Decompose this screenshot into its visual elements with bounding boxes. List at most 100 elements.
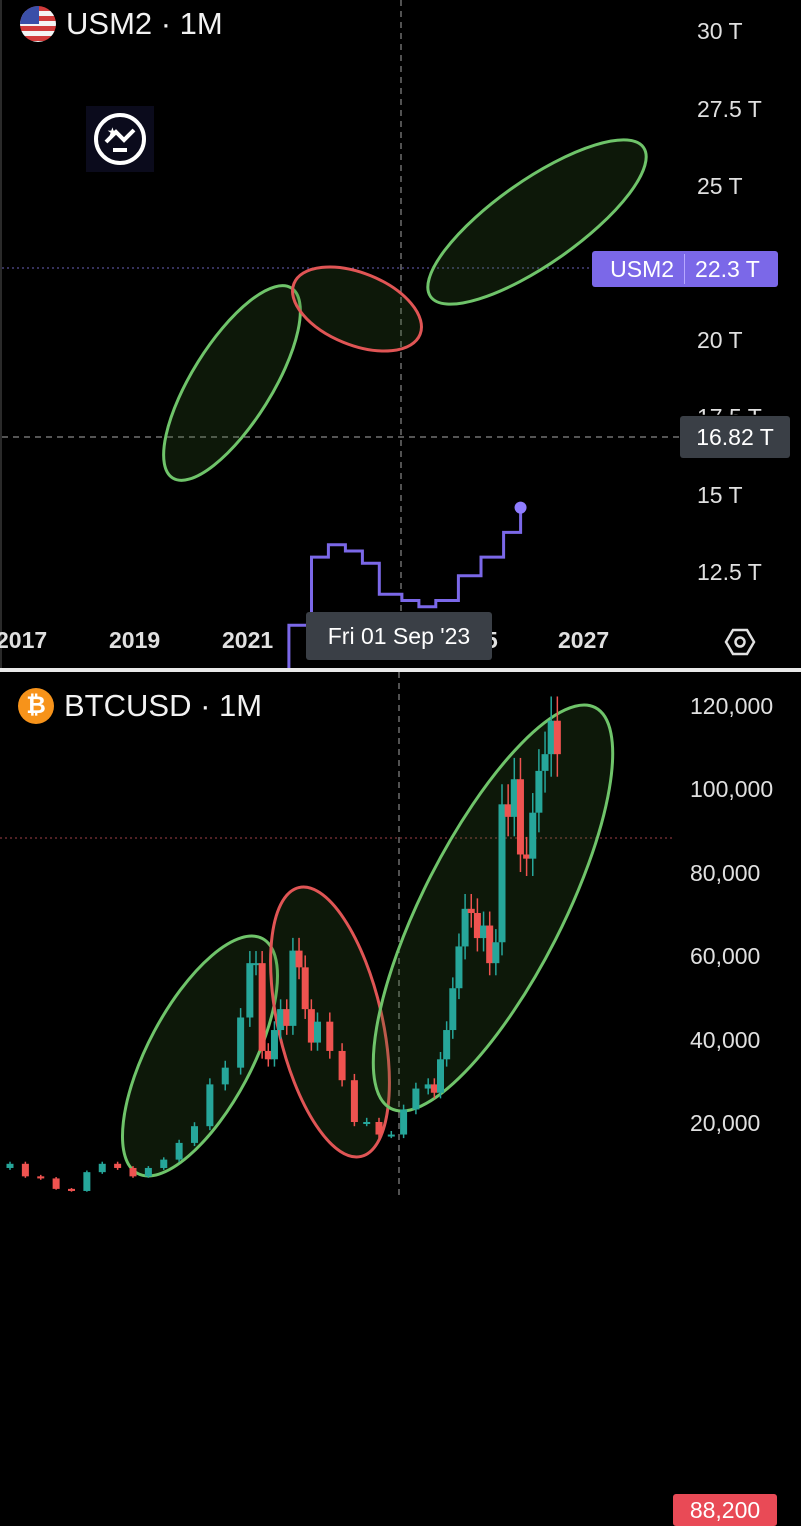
gear-icon[interactable]: [724, 626, 756, 658]
candle-body: [258, 963, 266, 1051]
x-tick-label: 2027: [558, 627, 610, 653]
candle-body: [455, 946, 463, 989]
y-tick-label: 80,000: [690, 860, 761, 886]
candle-body: [553, 720, 561, 755]
candle-body: [175, 1142, 183, 1160]
candle-body: [449, 988, 457, 1031]
highlight-ellipse-green-1: [120, 934, 280, 1178]
candle-body: [264, 1050, 272, 1060]
y-tick-label: 20,000: [690, 1110, 761, 1136]
usm2-header[interactable]: USM2 · 1M: [20, 6, 223, 42]
candle-body: [535, 770, 543, 813]
x-tick-label: 2017: [0, 627, 48, 653]
candle-body: [529, 812, 537, 859]
y-tick-label: 30 T: [697, 18, 743, 44]
svg-text:★: ★: [107, 125, 118, 139]
crosshair-value-tag: 16.82 T: [680, 416, 790, 458]
candle-body: [144, 1167, 152, 1177]
candle-body: [523, 854, 531, 859]
candle-body: [191, 1126, 198, 1143]
usm2-line: [287, 507, 523, 668]
candle-body: [283, 1009, 291, 1026]
x-tick-label: 2019: [109, 627, 161, 653]
candle-body: [129, 1167, 137, 1177]
bitcoin-icon: ₿: [18, 688, 54, 724]
y-tick-label: 25 T: [697, 173, 743, 199]
candle-body: [375, 1122, 383, 1135]
y-tick-label: 120,000: [690, 693, 774, 719]
btcusd-title: BTCUSD · 1M: [64, 688, 263, 723]
candle-body: [289, 950, 297, 1026]
candle-body: [326, 1021, 334, 1051]
candle-body: [6, 1163, 14, 1168]
usm2-chart-svg[interactable]: [2, 0, 801, 668]
candle-body: [437, 1059, 444, 1093]
tag-separator: [684, 254, 686, 284]
candle-body: [443, 1030, 451, 1060]
btc-price-tag: 88,200: [673, 1494, 777, 1526]
candle-body: [467, 908, 475, 913]
last-value-dot: [514, 501, 527, 514]
candle-body: [510, 779, 518, 817]
y-tick-label: 100,000: [690, 776, 774, 802]
btcusd-header[interactable]: ₿ BTCUSD · 1M: [18, 688, 262, 724]
candle-body: [21, 1163, 29, 1177]
candle-body: [350, 1080, 358, 1122]
candle-body: [277, 1009, 285, 1031]
candle-body: [492, 942, 500, 964]
candle-body: [486, 925, 494, 964]
candle-body: [98, 1163, 106, 1173]
candle-body: [114, 1163, 122, 1168]
candle-body: [270, 1030, 278, 1060]
usm2-tag-name: USM2: [610, 255, 675, 282]
y-tick-label: 12.5 T: [697, 559, 762, 585]
candle-body: [68, 1188, 75, 1191]
candle-body: [301, 967, 309, 1010]
candle-body: [206, 1084, 214, 1127]
candle-body: [412, 1088, 420, 1110]
candle-body: [307, 1009, 315, 1043]
candle-body: [37, 1176, 45, 1179]
candle-body: [400, 1109, 408, 1135]
candle-body: [83, 1172, 91, 1191]
usm2-price-tag: USM2 22.3 T: [592, 251, 778, 287]
highlight-ellipse-green-3: [371, 703, 615, 1113]
candle-body: [52, 1178, 60, 1189]
candle-body: [473, 913, 481, 939]
candle-body: [498, 804, 506, 943]
candle-body: [338, 1050, 346, 1081]
us-flag-icon: [20, 6, 56, 42]
candle-body: [314, 1021, 321, 1043]
candle-body: [295, 950, 303, 968]
y-tick-label: 27.5 T: [697, 96, 762, 122]
candle-body: [237, 1017, 245, 1068]
candle-body: [541, 754, 549, 771]
candle-body: [504, 804, 512, 817]
btcusd-chart-svg[interactable]: [0, 672, 801, 1200]
panel-divider[interactable]: [0, 668, 801, 672]
candle-body: [387, 1134, 395, 1137]
y-tick-label: 60,000: [690, 943, 761, 969]
highlight-ellipse-red: [291, 265, 423, 353]
x-tick-label: 2021: [222, 627, 274, 653]
y-tick-label: 40,000: [690, 1027, 761, 1053]
candle-body: [363, 1122, 371, 1124]
y-tick-label: 15 T: [697, 482, 743, 508]
y-tick-label: 17.5 T: [697, 404, 762, 415]
candle-body: [516, 779, 524, 855]
crosshair-date-tag: Fri 01 Sep '23: [306, 612, 492, 660]
brand-logo-icon: ★: [86, 106, 154, 172]
candle-body: [221, 1067, 229, 1085]
btcusd-chart-panel: ₿ BTCUSD · 1M 120,000 100,000 80,000 60,…: [0, 672, 801, 1526]
usm2-tag-value: 22.3 T: [695, 255, 760, 282]
candle-body: [424, 1084, 432, 1089]
y-tick-label: 20 T: [697, 327, 743, 353]
candle-body: [160, 1159, 168, 1168]
candle-body: [430, 1084, 438, 1093]
usm2-chart-panel: USM2 · 1M ★ 30 T 27.5 T 25 T 20 T 17.5 T…: [0, 0, 801, 668]
highlight-ellipse-green-2: [426, 138, 648, 306]
candle-body: [547, 720, 555, 755]
candle-body: [246, 963, 254, 1018]
candle-body: [480, 925, 488, 939]
candle-body: [461, 908, 469, 947]
